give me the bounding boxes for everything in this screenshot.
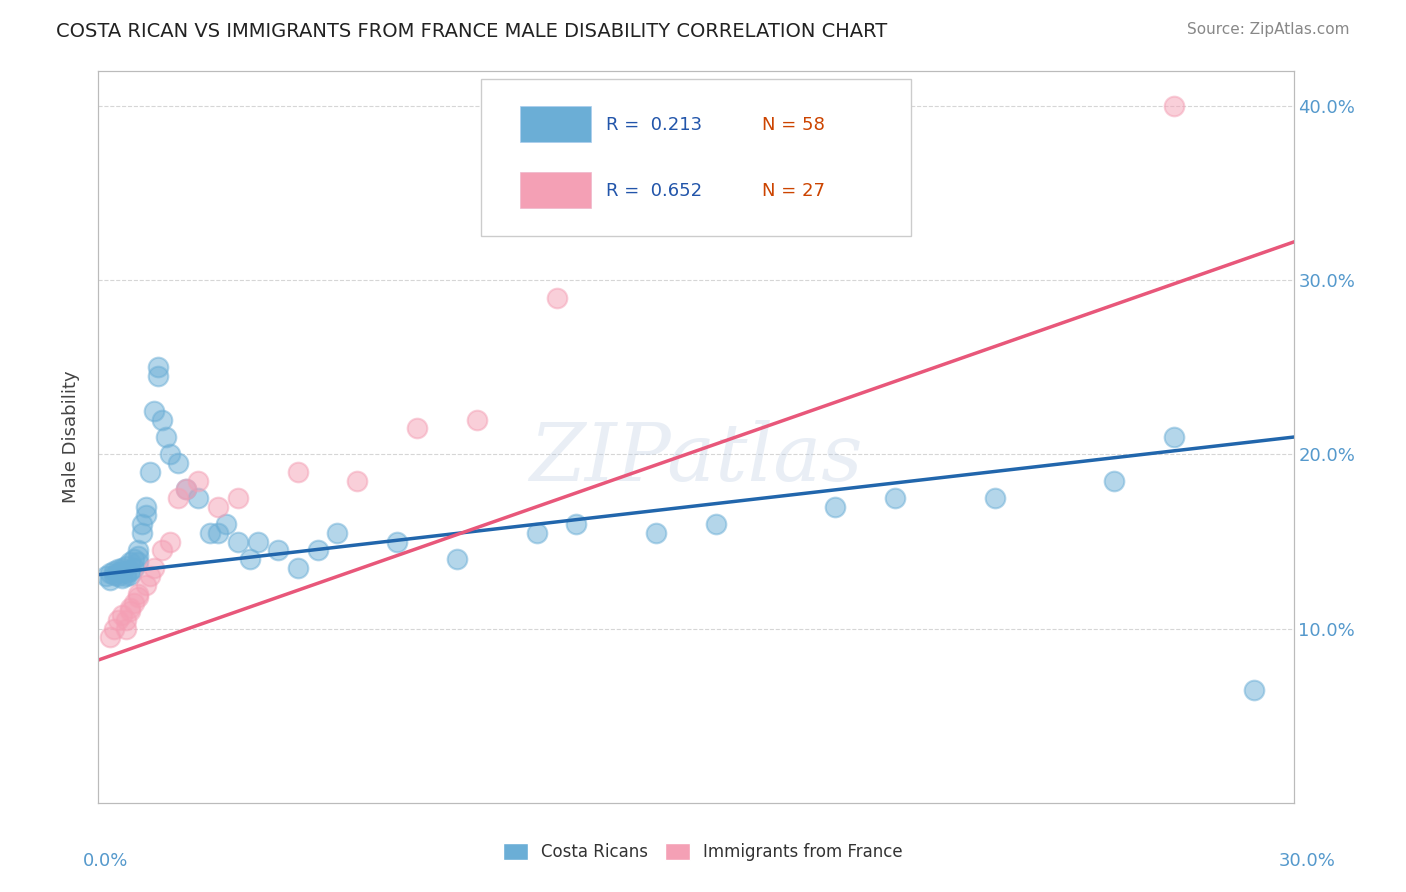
Point [148, 360, 170, 375]
Point [174, 483, 197, 497]
Point [246, 534, 269, 549]
Point [287, 560, 309, 574]
Point [98, 631, 122, 645]
Point [120, 564, 142, 578]
Point [155, 430, 177, 444]
Point [1163, 99, 1185, 113]
FancyBboxPatch shape [520, 106, 591, 143]
Text: R =  0.213: R = 0.213 [606, 116, 703, 134]
Point [135, 500, 157, 514]
Point [111, 607, 134, 622]
Point [1104, 474, 1126, 488]
Text: R =  0.652: R = 0.652 [606, 182, 703, 200]
Point [307, 543, 329, 558]
Point [143, 404, 166, 418]
Point [131, 517, 153, 532]
Point [127, 549, 149, 563]
Point [120, 600, 142, 615]
Point [107, 562, 129, 576]
Text: Source: ZipAtlas.com: Source: ZipAtlas.com [1187, 22, 1350, 37]
Point [127, 543, 149, 558]
Point [150, 412, 173, 426]
FancyBboxPatch shape [481, 78, 911, 236]
Point [131, 525, 153, 540]
Point [150, 543, 173, 558]
Point [346, 474, 368, 488]
Point [107, 566, 129, 580]
Point [98, 566, 122, 580]
Point [115, 558, 138, 573]
Point [98, 573, 122, 587]
Point [96, 569, 118, 583]
Point [565, 517, 588, 532]
Y-axis label: Male Disability: Male Disability [62, 371, 80, 503]
Point [884, 491, 907, 505]
Point [148, 369, 170, 384]
Point [111, 564, 134, 578]
Point [120, 556, 142, 570]
Point [159, 534, 181, 549]
Point [385, 534, 409, 549]
Point [103, 622, 125, 636]
Point [143, 560, 166, 574]
Point [167, 491, 190, 505]
Point [984, 491, 1007, 505]
Point [127, 591, 149, 605]
Point [207, 525, 229, 540]
Point [326, 525, 349, 540]
Point [107, 569, 129, 583]
Point [546, 291, 568, 305]
Point [115, 569, 138, 583]
Text: COSTA RICAN VS IMMIGRANTS FROM FRANCE MALE DISABILITY CORRELATION CHART: COSTA RICAN VS IMMIGRANTS FROM FRANCE MA… [56, 22, 887, 41]
Text: N = 58: N = 58 [762, 116, 824, 134]
Point [226, 491, 249, 505]
Point [124, 552, 146, 566]
Point [124, 560, 146, 574]
Text: N = 27: N = 27 [762, 182, 825, 200]
Point [824, 500, 846, 514]
Text: 0.0%: 0.0% [83, 852, 128, 870]
Point [1243, 682, 1265, 697]
Point [207, 500, 229, 514]
Point [115, 622, 138, 636]
Legend: Costa Ricans, Immigrants from France: Costa Ricans, Immigrants from France [496, 836, 910, 868]
Point [120, 567, 142, 582]
Point [187, 474, 209, 488]
Point [159, 448, 181, 462]
Point [103, 564, 125, 578]
Point [215, 517, 238, 532]
Point [135, 578, 157, 592]
Point [124, 595, 146, 609]
Point [115, 613, 138, 627]
Point [120, 604, 142, 618]
Point [187, 491, 209, 505]
Point [174, 483, 197, 497]
Point [127, 587, 149, 601]
Point [103, 567, 125, 582]
Point [139, 465, 162, 479]
Point [287, 465, 309, 479]
Point [1163, 430, 1185, 444]
Point [267, 543, 290, 558]
Point [111, 560, 134, 574]
Point [239, 552, 262, 566]
Point [465, 412, 488, 426]
Text: ZIPatlas: ZIPatlas [529, 420, 863, 498]
Point [167, 456, 190, 470]
Point [645, 525, 668, 540]
Text: 30.0%: 30.0% [1279, 852, 1336, 870]
Point [107, 613, 129, 627]
Point [111, 571, 134, 585]
Point [226, 534, 249, 549]
Point [446, 552, 468, 566]
Point [115, 566, 138, 580]
Point [526, 525, 548, 540]
Point [704, 517, 727, 532]
Point [406, 421, 429, 435]
FancyBboxPatch shape [520, 172, 591, 208]
Point [127, 556, 149, 570]
Point [198, 525, 221, 540]
Point [139, 569, 162, 583]
Point [135, 508, 157, 523]
